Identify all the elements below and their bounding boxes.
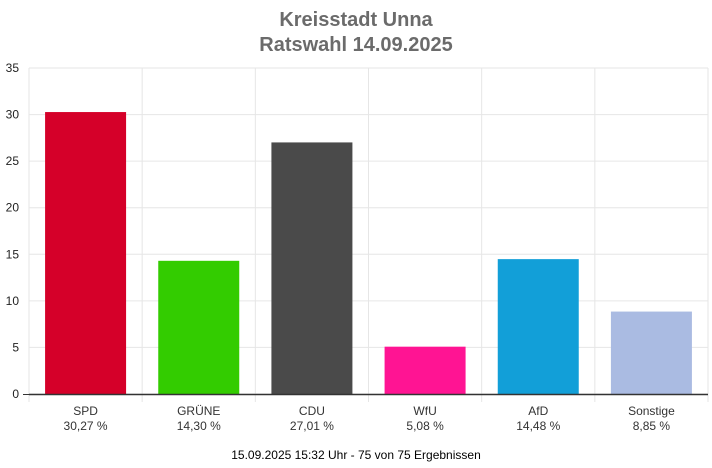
x-tick-label: SPD [73, 404, 98, 418]
y-tick-label: 15 [6, 247, 20, 261]
y-tick-label: 5 [12, 340, 19, 354]
results-footer: 15.09.2025 15:32 Uhr - 75 von 75 Ergebni… [231, 448, 481, 462]
bar-spd [45, 112, 127, 394]
data-label: 5,08 % [406, 419, 444, 433]
data-label: 30,27 % [64, 419, 108, 433]
y-tick-label: 30 [6, 108, 20, 122]
x-tick-label: WfU [413, 404, 436, 418]
data-label: 14,48 % [516, 419, 560, 433]
bar-afd [497, 259, 579, 394]
data-label: 14,30 % [177, 419, 221, 433]
y-tick-label: 20 [6, 201, 20, 215]
bar-sonstige [610, 311, 692, 394]
bar-cdu [271, 142, 353, 394]
chart-title: Kreisstadt Unna [279, 9, 433, 31]
data-label: 27,01 % [290, 419, 334, 433]
y-tick-label: 35 [6, 61, 20, 75]
x-tick-label: AfD [528, 404, 548, 418]
x-tick-label: GRÜNE [177, 404, 220, 418]
y-tick-label: 10 [6, 294, 20, 308]
chart-subtitle: Ratswahl 14.09.2025 [259, 34, 453, 56]
bar-wfu [384, 346, 466, 394]
y-tick-label: 25 [6, 154, 20, 168]
bar-gr-ne [158, 260, 240, 394]
data-label: 8,85 % [633, 419, 671, 433]
x-tick-label: CDU [299, 404, 325, 418]
y-tick-label: 0 [12, 387, 19, 401]
x-tick-label: Sonstige [628, 404, 675, 418]
chart-title-block: Kreisstadt Unna Ratswahl 14.09.2025 [0, 8, 712, 58]
